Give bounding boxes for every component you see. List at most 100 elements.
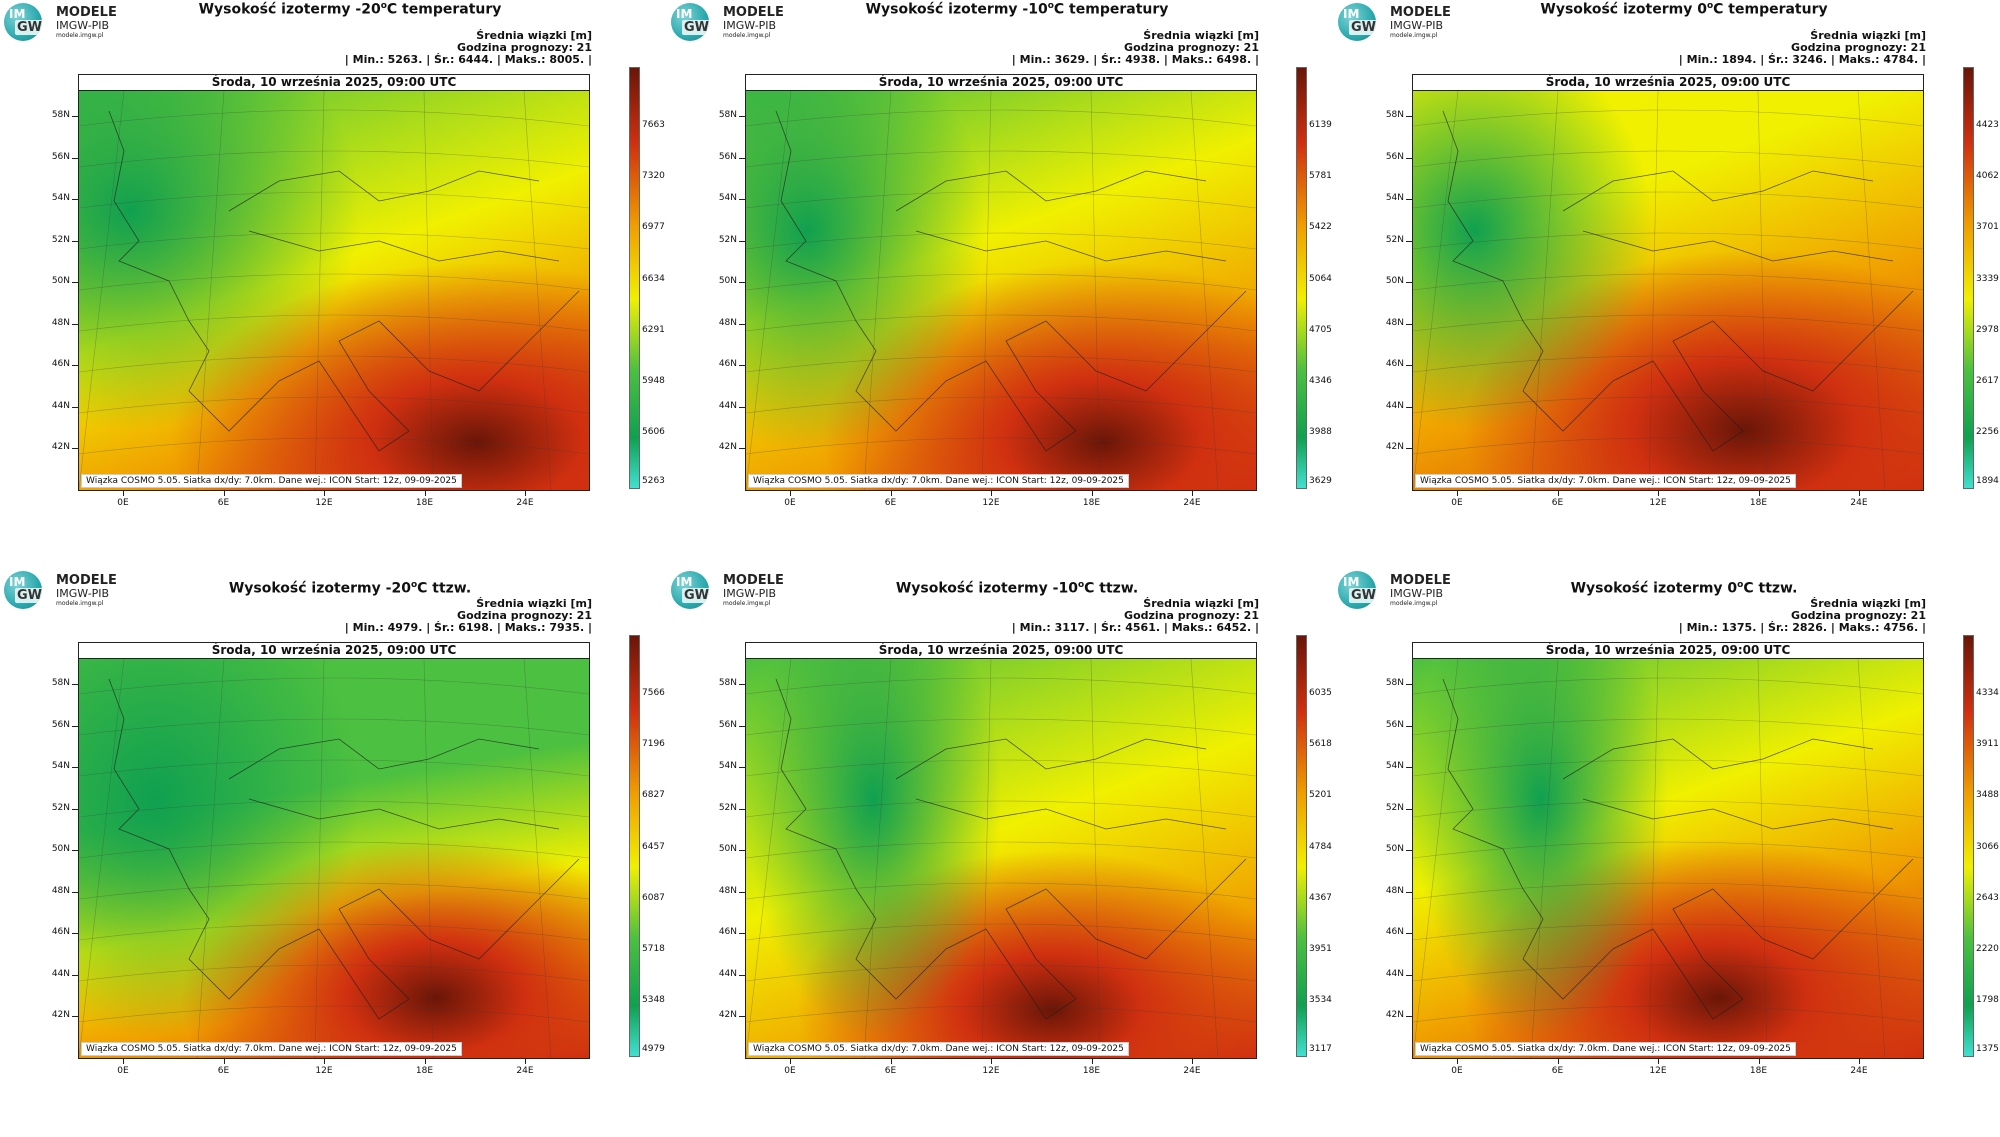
map-area[interactable]: Środa, 10 września 2025, 09:00 UTC Wiązka… [78, 74, 590, 491]
latitude-tick [739, 725, 745, 727]
latitude-tick [1406, 116, 1412, 117]
colorbar-label: 2643 [1976, 892, 1999, 903]
title-suffix: C ttzw. [417, 580, 472, 597]
title-prefix: Wysokość izotermy -10 [865, 1, 1048, 18]
latitude-line [1413, 759, 1923, 777]
colorbar-label: 6457 [642, 841, 665, 852]
colorbar-label: 3066 [1976, 841, 1999, 852]
longitude-tick [324, 1058, 325, 1064]
info-hour: Godzina prognozy: 21 [457, 41, 592, 54]
latitude-line [1413, 355, 1923, 373]
forecast-info: Średnia wiązki [m] Godzina prognozy: 21 | … [1012, 598, 1259, 634]
latitude-label: 50N [718, 844, 737, 854]
longitude-tick [790, 1058, 791, 1064]
forecast-info: Średnia wiązki [m] Godzina prognozy: 21 | … [1679, 598, 1926, 634]
latitude-tick [739, 974, 745, 976]
logo-line-2: IMGW-PIB [1390, 19, 1444, 32]
info-stats: | Min.: 3117. | Śr.: 4561. | Maks.: 6452… [1011, 621, 1259, 634]
latitude-tick [1406, 406, 1412, 408]
logo-line-2: IMGW-PIB [1390, 587, 1444, 600]
latitude-label: 56N [1385, 719, 1404, 730]
colorbar-label: 5606 [642, 427, 665, 438]
logo-line-2: IMGW-PIB [56, 587, 110, 600]
latitude-line [1413, 841, 1923, 859]
latitude-label: 56N [718, 151, 737, 162]
map-area[interactable]: Środa, 10 września 2025, 09:00 UTC Wiązka… [1412, 642, 1924, 1059]
model-info-footer: Wiązka COSMO 5.05. Siatka dx/dy: 7.0km. … [1415, 474, 1796, 488]
longitude-tick [790, 490, 791, 496]
colorbar-label: 3629 [1309, 476, 1332, 487]
latitude-tick [739, 406, 745, 408]
latitude-label: 50N [1385, 844, 1404, 854]
colorbar-label: 3534 [1309, 995, 1332, 1006]
latitude-tick [739, 767, 745, 768]
imgw-logo: IM GW MODELE IMGW-PIB modele.imgw.pl [671, 3, 791, 43]
longitude-line [1530, 91, 1559, 490]
longitude-tick [223, 1058, 225, 1064]
map-valid-time: Środa, 10 września 2025, 09:00 UTC [1413, 75, 1923, 91]
longitude-label: 18E [1749, 498, 1768, 508]
graticule-overlay [746, 659, 1256, 1058]
latitude-label: 46N [1385, 359, 1404, 369]
info-hour: Godzina prognozy: 21 [1124, 41, 1259, 54]
latitude-label: 58N [718, 678, 737, 688]
latitude-tick [72, 850, 78, 851]
latitude-line [1413, 923, 1923, 941]
latitude-label: 54N [51, 193, 70, 203]
graticule-overlay [1413, 659, 1923, 1058]
colorbar [1296, 67, 1307, 489]
logo-line-3: modele.imgw.pl [1390, 600, 1438, 607]
info-hour: Godzina prognozy: 21 [1124, 609, 1259, 622]
map-area[interactable]: Środa, 10 września 2025, 09:00 UTC Wiązka… [745, 642, 1257, 1059]
logo-mark-icon: IM GW [671, 3, 709, 41]
latitude-tick [72, 448, 78, 449]
logo-mark-icon: IM GW [671, 571, 709, 609]
latitude-label: 44N [1385, 400, 1404, 411]
title-prefix: Wysokość izotermy -20 [198, 1, 381, 18]
latitude-line [1413, 1005, 1923, 1023]
latitude-label: 54N [1385, 761, 1404, 771]
latitude-label: 46N [1385, 927, 1404, 937]
latitude-line [79, 396, 589, 414]
latitude-line [79, 841, 589, 859]
latitude-tick [739, 282, 745, 283]
longitude-line [423, 91, 434, 490]
longitude-label: 18E [1082, 1066, 1101, 1076]
longitude-label: 6E [1551, 498, 1564, 508]
colorbar-label: 3701 [1976, 222, 1999, 233]
map-area[interactable]: Środa, 10 września 2025, 09:00 UTC Wiązka… [78, 642, 590, 1059]
longitude-tick [991, 490, 992, 496]
colorbar-label: 4367 [1309, 892, 1332, 903]
longitude-label: 18E [415, 498, 434, 508]
longitude-label: 24E [1183, 498, 1201, 508]
latitude-label: 56N [1385, 151, 1404, 162]
map-area[interactable]: Środa, 10 września 2025, 09:00 UTC Wiązka… [745, 74, 1257, 491]
coastline-borders [108, 110, 580, 452]
longitude-label: 0E [117, 1066, 129, 1076]
latitude-label: 52N [1385, 234, 1404, 245]
longitude-label: 12E [982, 498, 1000, 508]
latitude-line [79, 800, 589, 818]
title-suffix: C temperatury [1053, 1, 1169, 18]
colorbar-label: 6139 [1309, 120, 1332, 130]
coastline-borders [1442, 678, 1914, 1020]
longitude-label: 18E [1082, 498, 1101, 508]
longitude-tick [1457, 490, 1458, 496]
latitude-line [746, 150, 1256, 168]
longitude-tick [1557, 490, 1559, 496]
info-stats: | Min.: 1375. | Śr.: 2826. | Maks.: 4756… [1678, 621, 1926, 634]
panel-title: Wysokość izotermy 0oC temperatury [1484, 1, 1884, 18]
colorbar [1963, 67, 1974, 489]
latitude-line [79, 677, 589, 695]
longitude-line [981, 659, 992, 1058]
map-area[interactable]: Środa, 10 września 2025, 09:00 UTC Wiązka… [1412, 74, 1924, 491]
map-valid-time: Środa, 10 września 2025, 09:00 UTC [79, 643, 589, 659]
map-panel: IM GW MODELE IMGW-PIB modele.imgw.pl Wysokość… [1334, 568, 2000, 1136]
latitude-label: 52N [718, 802, 737, 813]
info-stats: | Min.: 3629. | Śr.: 4938. | Maks.: 6498… [1011, 53, 1259, 66]
latitude-label: 58N [718, 110, 737, 120]
longitude-line [1090, 91, 1101, 490]
latitude-tick [72, 406, 78, 408]
title-suffix: C temperatury [1713, 1, 1828, 18]
longitude-tick [324, 490, 325, 496]
